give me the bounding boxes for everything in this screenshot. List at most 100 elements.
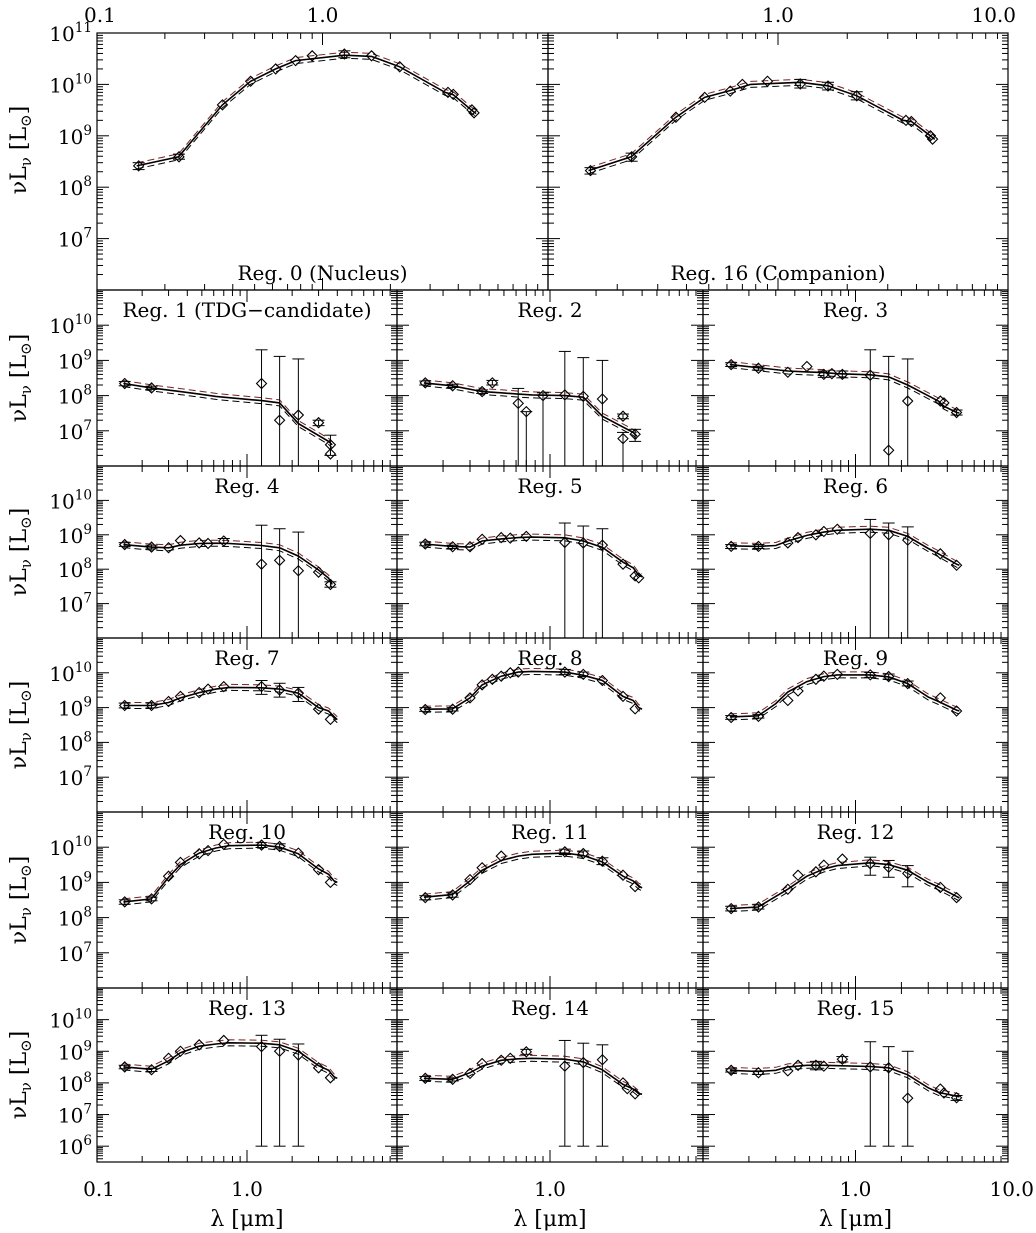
model-best [423, 670, 643, 710]
data-point [559, 536, 571, 549]
y-axis-label-part: ⊙ [17, 864, 35, 877]
y-tick-label-base: 10 [58, 1135, 83, 1159]
data-point [324, 439, 337, 451]
y-tick-label: 1010 [49, 71, 92, 97]
data-point [193, 537, 205, 549]
y-tick-label-exp: 8 [83, 383, 92, 399]
data-point [725, 358, 737, 371]
data-point [818, 670, 830, 682]
y-axis-label-part: [L [7, 877, 32, 908]
data-point [216, 99, 229, 111]
y-tick-label-exp: 7 [83, 591, 92, 607]
data-point [419, 1072, 432, 1085]
y-tick-label: 109 [58, 347, 92, 373]
data-point [202, 683, 214, 695]
data-point [145, 893, 158, 905]
data-point [725, 540, 737, 553]
data-point [752, 710, 765, 723]
model-alt-upper [423, 667, 643, 707]
data-point [504, 1052, 517, 1065]
y-tick-label: 1010 [49, 660, 92, 686]
data-point [617, 690, 629, 703]
data-point [934, 548, 947, 560]
data-point [831, 523, 844, 536]
data-point [118, 699, 131, 712]
data-point [464, 692, 476, 704]
y-axis-label-part: ] [7, 1031, 32, 1040]
model-alt-upper [123, 1039, 338, 1076]
y-tick-label-base: 10 [58, 1072, 83, 1096]
model-best [729, 861, 960, 910]
y-tick-label-exp: 8 [83, 905, 92, 921]
panel-label: Reg. 0 (Nucleus) [237, 261, 407, 285]
y-axis-label-part: [L [7, 702, 32, 733]
model-alt-lower [123, 386, 333, 449]
model-alt-upper [588, 78, 936, 169]
data-point [495, 531, 508, 544]
data-point [273, 840, 286, 853]
model-alt-lower [123, 847, 338, 906]
y-tick-label-base: 10 [58, 558, 83, 582]
data-point [670, 111, 682, 123]
y-tick-label: 108 [58, 174, 92, 200]
data-point [822, 80, 834, 92]
data-point [202, 844, 214, 857]
y-tick-label: 109 [58, 869, 92, 895]
y-tick-label: 1011 [49, 20, 92, 46]
panel-label: Reg. 5 [517, 474, 582, 498]
data-point [882, 1062, 895, 1074]
data-point [882, 529, 895, 541]
panel-label: Reg. 12 [817, 820, 895, 844]
y-tick-label: 106 [58, 1133, 92, 1159]
model-best [123, 686, 338, 721]
y-tick-label: 107 [58, 764, 92, 790]
y-tick-label-base: 10 [58, 125, 83, 149]
y-tick-label-exp: 10 [75, 487, 92, 503]
y-tick-label-exp: 10 [75, 71, 92, 87]
data-point [617, 558, 629, 570]
data-point [255, 558, 268, 570]
y-tick-label-exp: 8 [83, 1070, 92, 1086]
model-alt-lower [729, 367, 960, 417]
data-point [577, 390, 590, 403]
model-alt-upper [729, 859, 960, 907]
model-best [423, 852, 643, 898]
data-point [934, 395, 947, 407]
model-alt-lower [423, 1060, 643, 1098]
panel-label: Reg. 6 [823, 474, 888, 498]
data-point [950, 891, 963, 904]
data-point [495, 670, 508, 682]
data-point [174, 856, 187, 869]
model-best [729, 674, 960, 718]
y-tick-label-exp: 9 [83, 1038, 92, 1054]
panel-13: Reg. 12 [702, 811, 1009, 989]
x-axis-label: λ [μm] [819, 1207, 892, 1232]
data-point [629, 703, 641, 715]
model-alt-upper [423, 849, 643, 895]
y-tick-label: 109 [58, 695, 92, 721]
y-tick-label: 109 [58, 123, 92, 149]
data-point [950, 705, 963, 717]
data-point [617, 410, 629, 422]
data-point [810, 866, 822, 878]
data-point [306, 50, 318, 62]
data-point [698, 91, 711, 104]
model-best [423, 536, 643, 578]
y-tick-label-base: 10 [49, 73, 74, 97]
panel-label: Reg. 10 [208, 820, 286, 844]
data-point [520, 530, 533, 543]
data-point [504, 532, 517, 544]
y-tick-label-exp: 11 [75, 20, 92, 36]
y-axis-label: νLν [L⊙] [7, 106, 35, 194]
data-point [882, 444, 895, 457]
data-point [486, 673, 499, 686]
data-point [145, 541, 158, 553]
data-point [584, 164, 597, 177]
y-axis-label: νLν [L⊙] [7, 856, 35, 944]
data-point [596, 393, 609, 405]
data-point [950, 1091, 963, 1104]
data-point [924, 130, 937, 142]
y-tick-label: 109 [58, 522, 92, 548]
